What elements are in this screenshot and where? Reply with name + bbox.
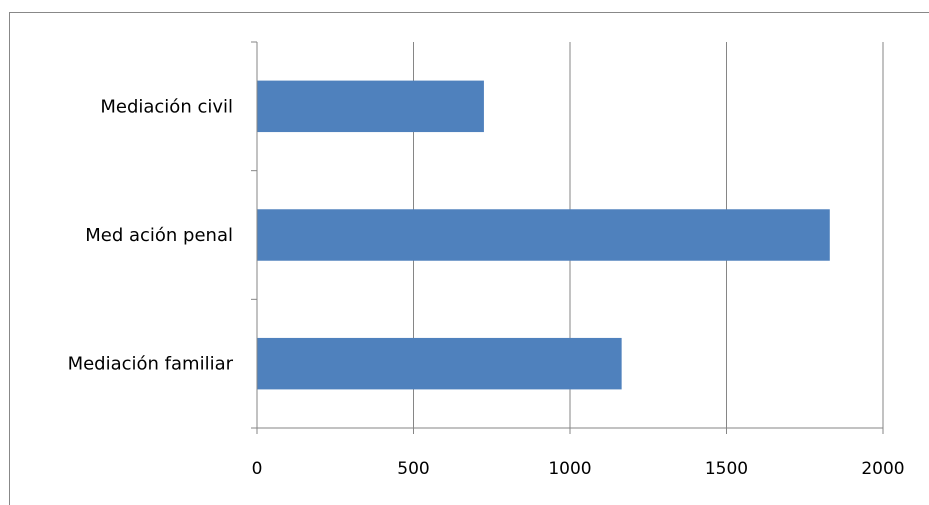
labels: Mediación civil Med ación penal Mediación … <box>68 96 905 479</box>
x-tick-label-1500: 1500 <box>705 459 748 479</box>
axes <box>251 41 884 434</box>
chart-frame <box>9 12 929 505</box>
bar-2 <box>257 337 622 390</box>
bar-1 <box>257 209 830 261</box>
x-tick-label-500: 500 <box>397 459 429 479</box>
x-tick-label-2000: 2000 <box>861 459 904 479</box>
category-label-2: Mediación familiar <box>68 354 234 375</box>
bar-0 <box>257 80 484 133</box>
x-tick-label-0: 0 <box>252 459 263 479</box>
x-tick-label-1000: 1000 <box>548 459 591 479</box>
category-label-1: Med ación penal <box>85 225 233 246</box>
bars <box>257 80 830 390</box>
category-label-0: Mediación civil <box>100 96 233 117</box>
